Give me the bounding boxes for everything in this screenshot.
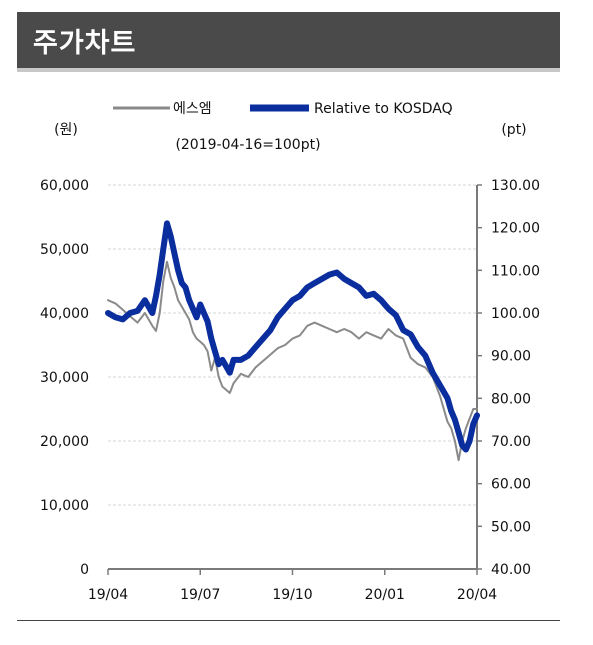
series-line-stock (107, 260, 478, 462)
y-left-tick-label: 20,000 (40, 434, 89, 450)
y-left-tick-label: 60,000 (40, 178, 89, 194)
y-left-tick-label: 40,000 (40, 306, 89, 322)
y-left-tick-label: 30,000 (40, 370, 89, 386)
x-tick-label: 19/07 (180, 587, 220, 603)
y-right-tick-label: 60.00 (491, 477, 531, 493)
legend-label-stock: 에스엠 (173, 101, 212, 117)
y-right-tick-label: 80.00 (491, 391, 531, 407)
y-right-unit-label: (pt) (501, 122, 526, 138)
chart-header-bar: 주가차트 (17, 12, 560, 72)
y-right-tick-label: 50.00 (491, 519, 531, 535)
legend-note: (2019-04-16=100pt) (175, 137, 320, 153)
y-right-tick-label: 100.00 (491, 306, 540, 322)
y-left-tick-label: 0 (80, 562, 89, 578)
page-title: 주가차트 (33, 28, 137, 59)
x-tick-label: 20/01 (365, 587, 405, 603)
series-line-relative (105, 220, 480, 453)
x-tick-label: 20/04 (457, 587, 497, 603)
y-left-tick-label: 10,000 (40, 498, 89, 514)
divider (17, 620, 560, 621)
y-right-tick-label: 90.00 (491, 349, 531, 365)
y-right-tick-label: 70.00 (491, 434, 531, 450)
y-right-tick-label: 40.00 (491, 562, 531, 578)
y-right-tick-label: 110.00 (491, 263, 540, 279)
y-right-tick-label: 120.00 (491, 221, 540, 237)
x-tick-label: 19/10 (272, 587, 312, 603)
y-right-tick-label: 130.00 (491, 178, 540, 194)
x-tick-label: 19/04 (88, 587, 128, 603)
legend-label-relative: Relative to KOSDAQ (314, 101, 453, 117)
y-left-tick-label: 50,000 (40, 242, 89, 258)
y-left-unit-label: (원) (54, 122, 78, 138)
